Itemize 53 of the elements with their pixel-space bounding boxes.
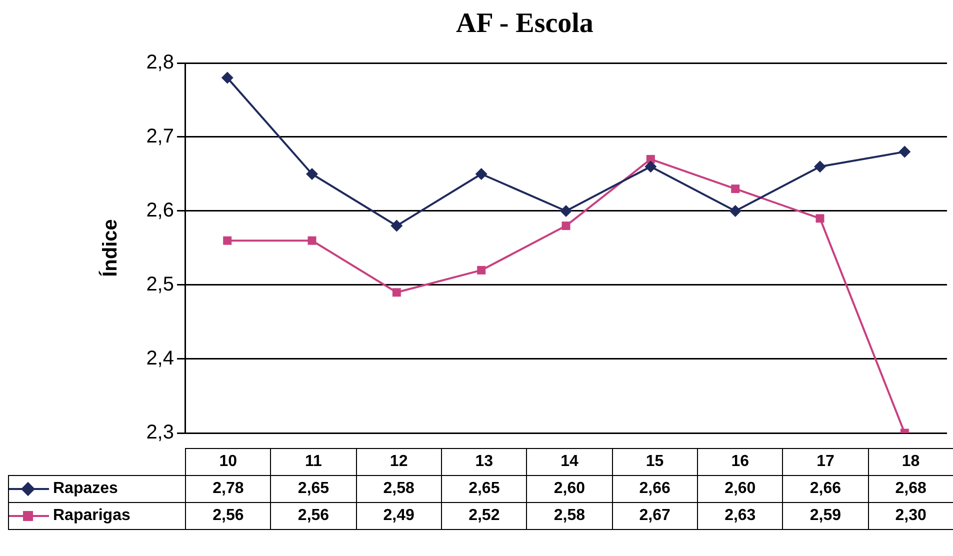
x-tick-label: 10 (186, 448, 271, 476)
x-tick-label: 18 (868, 448, 953, 476)
legend-label: Rapazes (53, 480, 118, 497)
data-label: 2,65 (441, 476, 527, 502)
point (223, 236, 232, 245)
data-label: 2,56 (186, 502, 271, 530)
y-tick-label: 2,6 (146, 200, 174, 222)
chart-title: AF - Escola (455, 8, 594, 41)
data-label: 2,68 (868, 476, 953, 502)
point (814, 160, 826, 173)
data-label: 2,58 (526, 502, 612, 530)
point (729, 205, 742, 217)
point (392, 288, 401, 297)
data-label: 2,60 (526, 476, 612, 502)
data-label: 2,67 (612, 502, 698, 530)
data-label: 2,60 (697, 476, 783, 502)
point (221, 72, 234, 84)
point (390, 220, 403, 232)
y-tick-label: 2,7 (146, 126, 174, 148)
data-label: 2,58 (356, 476, 442, 502)
x-tick-label: 17 (782, 448, 868, 476)
legend-label: Raparigas (53, 507, 130, 524)
x-tick-label: 12 (356, 448, 442, 476)
point (731, 184, 740, 194)
point (308, 236, 316, 245)
point (560, 205, 572, 217)
point (898, 146, 911, 158)
x-tick-label: 11 (270, 448, 356, 476)
y-tick-label: 2,8 (146, 52, 174, 74)
x-tick-label: 14 (526, 448, 612, 476)
x-tick-label: 13 (441, 448, 527, 476)
x-tick-label: 16 (697, 448, 783, 476)
y-tick-label: 2,3 (146, 422, 174, 444)
data-label: 2,66 (612, 476, 698, 502)
point (562, 222, 570, 230)
point (306, 168, 318, 180)
data-label: 2,66 (782, 476, 868, 502)
data-label: 2,49 (356, 502, 442, 530)
data-label: 2,56 (270, 502, 356, 530)
point (477, 266, 486, 274)
data-label: 2,30 (868, 502, 953, 530)
y-tick-label: 2,5 (146, 274, 174, 296)
data-label: 2,63 (697, 502, 783, 530)
point (644, 160, 657, 173)
data-label: 2,78 (186, 476, 271, 502)
x-tick-label: 15 (612, 448, 698, 476)
point (475, 168, 488, 180)
y-tick-label: 2,4 (146, 348, 174, 370)
data-label: 2,52 (441, 502, 527, 530)
data-label: 2,59 (782, 502, 868, 530)
point (816, 214, 824, 223)
y-axis-title: Índice (98, 219, 122, 277)
data-label: 2,65 (270, 476, 356, 502)
